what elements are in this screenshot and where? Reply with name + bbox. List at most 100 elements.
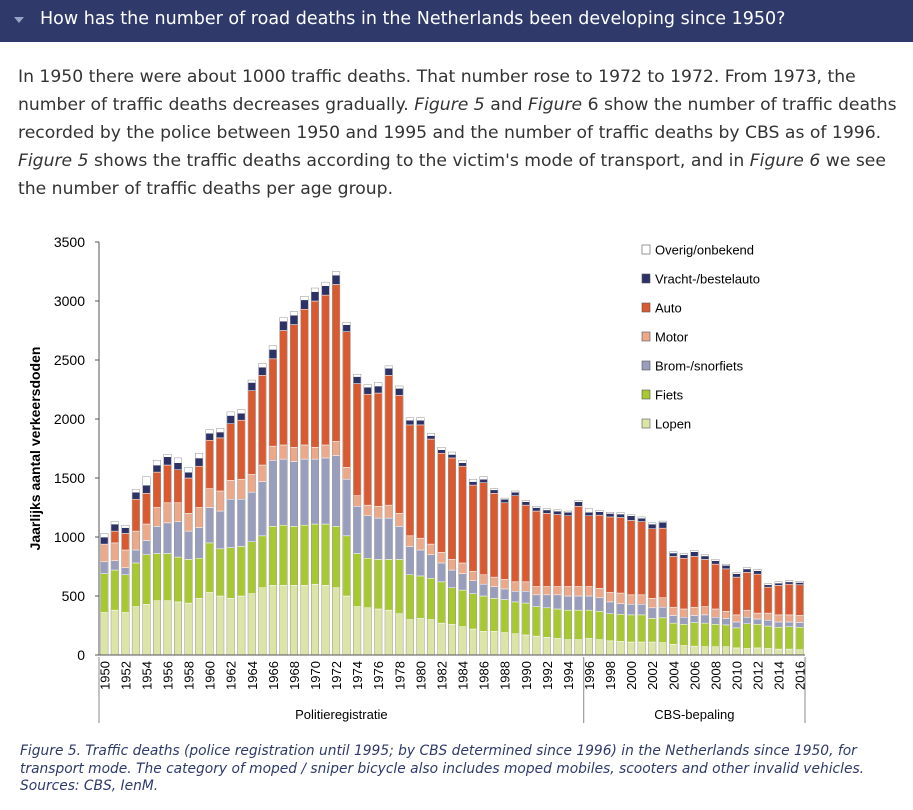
bar-segment xyxy=(669,606,678,616)
bar-segment xyxy=(606,592,615,603)
bar-segment xyxy=(595,514,604,589)
bar-segment xyxy=(627,520,636,596)
bar-segment xyxy=(458,562,467,574)
bar-segment xyxy=(521,581,530,592)
intro-text-5: we see the number of traffic deaths per … xyxy=(18,151,886,199)
bar-segment xyxy=(205,488,214,508)
bar-segment xyxy=(469,570,478,581)
bar-segment xyxy=(152,507,162,527)
bar-segment xyxy=(163,454,172,458)
bar-segment xyxy=(721,618,731,626)
bar-segment xyxy=(100,573,109,613)
bar-segment xyxy=(363,504,372,517)
bar-segment xyxy=(216,548,225,597)
bar-segment xyxy=(447,587,457,625)
x-tick-label: 1966 xyxy=(266,661,281,690)
x-tick-label: 1994 xyxy=(561,661,576,690)
bar-segment xyxy=(216,437,225,492)
x-tick-label: 1974 xyxy=(350,661,365,690)
bar-segment xyxy=(743,568,752,573)
bar-segment xyxy=(785,648,794,656)
bar-segment xyxy=(363,607,372,656)
bar-segment xyxy=(795,582,804,586)
bar-segment xyxy=(563,639,572,656)
caption-line-2: transport mode. The category of moped / … xyxy=(20,760,865,777)
bar-segment xyxy=(690,556,699,608)
traffic-deaths-chart: 0 500 1000 1500 2000 2500 3000 3500 Jaarlijks aa… xyxy=(27,234,808,723)
bar-segment xyxy=(690,550,699,553)
bar-segment xyxy=(753,612,762,620)
figure-5-reference-2: Figure 5 xyxy=(18,151,89,171)
bar-segment xyxy=(627,514,636,517)
bar-segment xyxy=(469,478,478,482)
caption-line-1: Figure 5. Traffic deaths (police registr… xyxy=(20,743,857,759)
x-tick-label: 1952 xyxy=(118,661,133,690)
collapse-triangle-icon[interactable] xyxy=(14,17,24,23)
legend-label: Auto xyxy=(655,301,682,316)
x-tick-label: 1972 xyxy=(329,661,344,690)
intro-text-1: In 1950 there were about 1000 traffic de… xyxy=(18,67,856,115)
bar-segment xyxy=(184,530,193,560)
bar-segment xyxy=(426,432,435,436)
bar-segment xyxy=(574,501,583,507)
bar-segment xyxy=(774,614,783,623)
x-tick-label: 1986 xyxy=(477,661,492,690)
bar-segment xyxy=(184,559,193,604)
bar-segment xyxy=(469,593,478,630)
x-tick-label: 1978 xyxy=(392,661,407,690)
bar-segment xyxy=(479,476,488,480)
bar-segment xyxy=(490,586,499,599)
bar-segment xyxy=(374,608,383,656)
bar-segment xyxy=(100,536,109,545)
bar-segment xyxy=(606,513,615,518)
section-header[interactable]: How has the number of road deaths in the… xyxy=(0,0,913,42)
bar-segment xyxy=(384,559,393,611)
bar-segment xyxy=(426,543,435,555)
bar-segment xyxy=(342,331,351,468)
bar-segment xyxy=(437,562,446,583)
x-tick-label: 1990 xyxy=(519,661,534,690)
bar-segment xyxy=(753,569,762,571)
bar-segment xyxy=(616,512,625,515)
bar-segment xyxy=(785,621,794,627)
bar-segment xyxy=(195,527,204,559)
bar-segment xyxy=(732,647,741,656)
bar-segment xyxy=(700,646,709,656)
intro-text-4: shows the traffic deaths according to th… xyxy=(88,151,750,171)
bar-segment xyxy=(110,609,119,656)
bar-segment xyxy=(785,626,794,650)
bar-segment xyxy=(416,537,425,551)
y-tick-label: 1500 xyxy=(54,470,85,486)
bar-segment xyxy=(648,618,657,643)
bar-segment xyxy=(469,580,478,594)
bar-segment xyxy=(131,606,140,656)
x-tick-label: 2010 xyxy=(730,661,745,690)
section-title: How has the number of road deaths in the… xyxy=(40,9,786,29)
bar-segment xyxy=(563,515,572,587)
bar-segment xyxy=(416,618,425,656)
bar-segment xyxy=(542,586,551,596)
bar-segment xyxy=(279,320,288,331)
bar-segment xyxy=(511,591,520,603)
bar-segment xyxy=(669,552,678,557)
bar-segment xyxy=(595,511,604,516)
bar-segment xyxy=(764,619,773,627)
bar-segment xyxy=(563,586,572,597)
legend-label: Lopen xyxy=(655,417,691,432)
bar-segment xyxy=(426,554,435,579)
bar-segment xyxy=(753,624,762,649)
bar-segment xyxy=(279,317,288,322)
bar-segment xyxy=(743,567,752,570)
bar-segment xyxy=(553,608,562,639)
bar-segment xyxy=(310,583,320,656)
bar-segment xyxy=(152,471,162,508)
bar-segment xyxy=(363,557,372,609)
bar-segment xyxy=(321,294,330,446)
group-label: CBS-bepaling xyxy=(654,707,734,722)
bar-segment xyxy=(774,582,783,586)
bar-segment xyxy=(353,376,362,384)
bar-segment xyxy=(532,586,541,596)
bar-segment xyxy=(563,510,572,513)
bar-segment xyxy=(648,598,657,609)
bar-segment xyxy=(711,560,720,565)
